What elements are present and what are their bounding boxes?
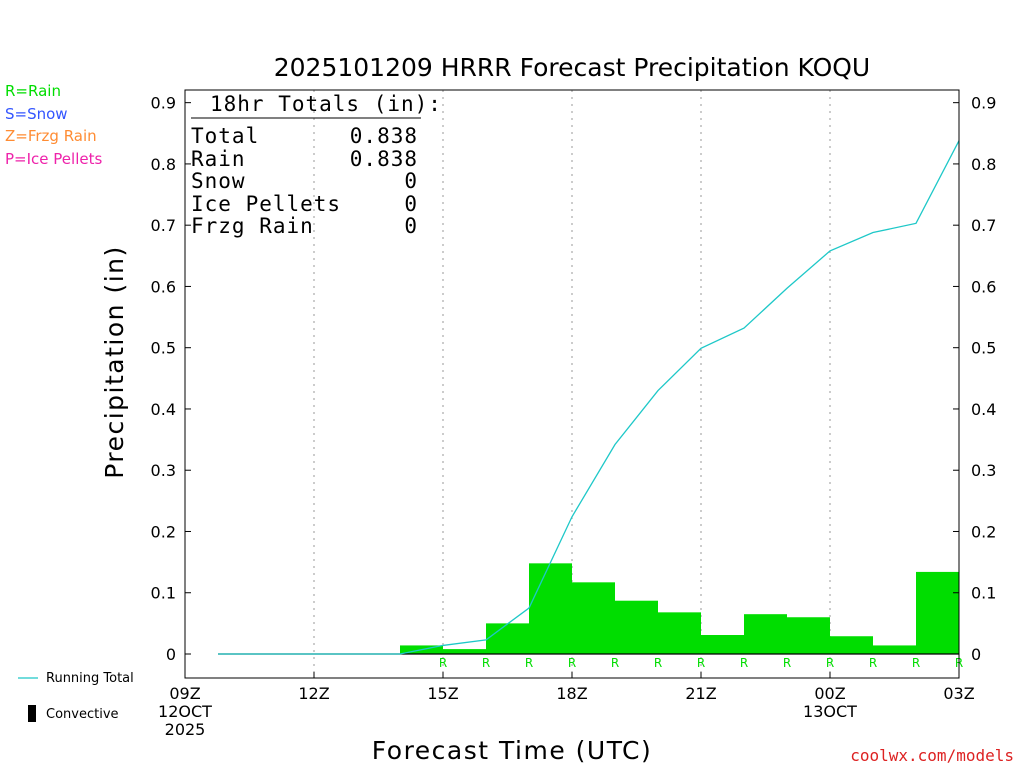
- y-tick-label-left-4: 0.4: [151, 400, 176, 419]
- totals-value-frzg-rain: 0: [404, 214, 418, 238]
- y-tick-label-right-0: 0: [971, 645, 981, 664]
- totals-header: 18hr Totals (in):: [210, 92, 442, 116]
- precip-type-marker-15: R: [826, 656, 834, 670]
- y-tick-label-right-5: 0.5: [971, 339, 996, 358]
- y-tick-label-right-7: 0.7: [971, 216, 996, 235]
- totals-label-rain: Rain: [191, 147, 246, 171]
- y-tick-label-left-6: 0.6: [151, 277, 176, 296]
- legend-rain: R=Rain: [5, 82, 61, 100]
- totals-value-total: 0.838: [350, 124, 418, 148]
- y-tick-label-left-3: 0.3: [151, 461, 176, 480]
- running-total-legend-label: Running Total: [46, 671, 134, 686]
- totals-value-ice-pellets: 0: [404, 192, 418, 216]
- bar-hour-10: [572, 582, 615, 654]
- y-tick-label-right-9: 0.9: [971, 94, 996, 113]
- x-tick-label-5-1: 13OCT: [803, 702, 857, 721]
- precip-type-marker-8: R: [525, 656, 533, 670]
- precip-type-legend: R=Rain S=Snow Z=Frzg Rain P=Ice Pellets: [5, 82, 102, 168]
- bar-hour-15: [787, 617, 830, 654]
- totals-value-rain: 0.838: [350, 147, 418, 171]
- running-total-line: [218, 141, 959, 654]
- totals-value-snow: 0: [404, 169, 418, 193]
- bar-hour-11: [615, 601, 658, 654]
- precip-type-marker-17: R: [912, 656, 920, 670]
- y-tick-label-right-4: 0.4: [971, 400, 996, 419]
- precip-type-marker-12: R: [697, 656, 705, 670]
- y-tick-label-right-6: 0.6: [971, 277, 996, 296]
- chart-title: 2025101209 HRRR Forecast Precipitation K…: [274, 53, 870, 82]
- precip-type-marker-6: R: [439, 656, 447, 670]
- precip-type-marker-10: R: [611, 656, 619, 670]
- bar-hour-16: [830, 636, 873, 654]
- series-legend: Running Total Convective: [18, 671, 134, 722]
- x-tick-label-4-0: 21Z: [685, 684, 716, 703]
- precip-type-marker-9: R: [568, 656, 576, 670]
- legend-ice-pellets: P=Ice Pellets: [5, 150, 102, 168]
- y-tick-label-right-8: 0.8: [971, 155, 996, 174]
- y-tick-label-left-8: 0.8: [151, 155, 176, 174]
- x-axis-label: Forecast Time (UTC): [372, 736, 652, 765]
- hourly-bars: [218, 563, 959, 654]
- precip-type-marker-11: R: [654, 656, 662, 670]
- x-tick-label-3-0: 18Z: [556, 684, 587, 703]
- totals-label-total: Total: [191, 124, 259, 148]
- x-tick-label-2-0: 15Z: [427, 684, 458, 703]
- x-tick-label-1-0: 12Z: [298, 684, 329, 703]
- bar-hour-17: [873, 645, 916, 654]
- bar-hour-8: [486, 623, 529, 654]
- y-tick-label-left-5: 0.5: [151, 339, 176, 358]
- totals-label-frzg-rain: Frzg Rain: [191, 214, 314, 238]
- y-tick-label-left-1: 0.1: [151, 584, 176, 603]
- convective-swatch: [28, 705, 36, 722]
- running-total-series: [218, 141, 959, 654]
- y-tick-label-right-2: 0.2: [971, 522, 996, 541]
- bar-hour-12: [658, 612, 701, 654]
- x-tick-label-0-1: 12OCT: [158, 702, 212, 721]
- y-axis-label: Precipitation (in): [100, 245, 129, 479]
- totals-box: 18hr Totals (in): Total 0.838 Rain 0.838…: [191, 92, 442, 238]
- bar-hour-18: [916, 572, 959, 654]
- bar-hour-13: [701, 635, 744, 654]
- y-tick-label-right-3: 0.3: [971, 461, 996, 480]
- y-tick-label-left-7: 0.7: [151, 216, 176, 235]
- x-tick-label-0-0: 09Z: [169, 684, 200, 703]
- y-tick-label-left-2: 0.2: [151, 522, 176, 541]
- y-tick-label-right-1: 0.1: [971, 584, 996, 603]
- precipitation-chart: 2025101209 HRRR Forecast Precipitation K…: [0, 0, 1024, 768]
- y-tick-label-left-0: 0: [166, 645, 176, 664]
- x-tick-label-5-0: 00Z: [814, 684, 845, 703]
- bar-hour-14: [744, 614, 787, 654]
- precip-type-marker-13: R: [740, 656, 748, 670]
- x-tick-label-6-0: 03Z: [943, 684, 974, 703]
- y-tick-label-left-9: 0.9: [151, 94, 176, 113]
- totals-label-snow: Snow: [191, 169, 246, 193]
- convective-legend-label: Convective: [46, 707, 119, 722]
- totals-label-ice-pellets: Ice Pellets: [191, 192, 341, 216]
- bar-hour-9: [529, 563, 572, 654]
- bar-hour-7: [443, 649, 486, 654]
- legend-frzg-rain: Z=Frzg Rain: [5, 127, 97, 145]
- site-credit: coolwx.com/models: [850, 746, 1014, 765]
- precip-type-marker-14: R: [783, 656, 791, 670]
- precip-type-marker-16: R: [869, 656, 877, 670]
- x-tick-label-0-2: 2025: [165, 720, 206, 739]
- legend-snow: S=Snow: [5, 105, 68, 123]
- precip-type-marker-7: R: [482, 656, 490, 670]
